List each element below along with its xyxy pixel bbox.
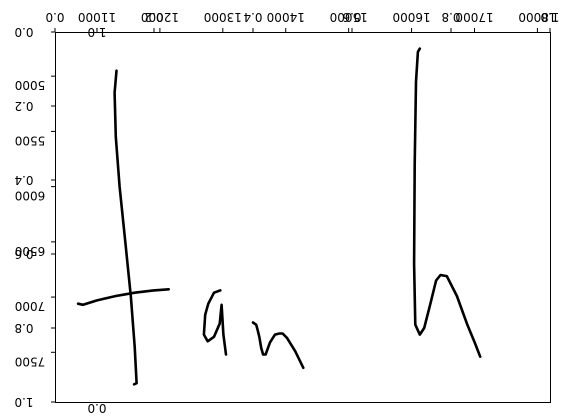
y-tick-label: 0.0 (14, 25, 33, 39)
ghost-label: 1.0 (87, 25, 106, 39)
y-tick-label: 0.4 (14, 173, 33, 187)
handwriting-layer (76, 47, 482, 386)
x-tick-label: 0.0 (45, 10, 64, 24)
x2-tick-label: 15000 (330, 10, 368, 24)
handwriting-stroke-4 (251, 321, 305, 370)
y-tick-label: 0.6 (14, 247, 33, 261)
x-tick-label: 0.8 (441, 10, 460, 24)
x2-tick-label: 17000 (455, 10, 493, 24)
ghost-label: 0.0 (87, 401, 106, 415)
y-tick-label: 1.0 (14, 395, 33, 409)
tick-label-layer: 0.0 0.2 0.4 0.6 0.8 1.00.00.20.40.60.81.01100… (14, 10, 559, 415)
x2-tick-label: 13000 (204, 10, 242, 24)
y-tick-label: 0.2 (14, 99, 33, 113)
x-tick-label: 0.4 (243, 10, 262, 24)
y2-tick-label: 6500 (15, 244, 46, 258)
y2-tick-label: 5500 (15, 133, 46, 147)
x2-tick-label: 14000 (267, 10, 305, 24)
y2-tick-label: 6000 (15, 189, 46, 203)
handwriting-stroke-5 (412, 47, 482, 358)
handwriting-stroke-3 (202, 289, 228, 356)
handwriting-stroke-1 (113, 69, 138, 386)
y2-tick-label: 7000 (15, 299, 46, 313)
tick-layer (51, 28, 551, 403)
y-tick-label: 0.8 (14, 321, 33, 335)
x2-tick-label: 16000 (392, 10, 430, 24)
y2-tick-label: 5000 (15, 78, 46, 92)
x2-tick-label: 11000 (78, 10, 116, 24)
x2-tick-label: 12000 (141, 10, 179, 24)
plot-frame (55, 32, 551, 403)
handwriting-stroke-2 (76, 288, 170, 307)
x-tick-label: 0.6 (342, 10, 361, 24)
x-tick-label: 1.0 (540, 10, 559, 24)
x2-tick-label: 18000 (518, 10, 556, 24)
y2-tick-label: 7500 (15, 354, 46, 368)
x-tick-label: 0.2 (144, 10, 163, 24)
